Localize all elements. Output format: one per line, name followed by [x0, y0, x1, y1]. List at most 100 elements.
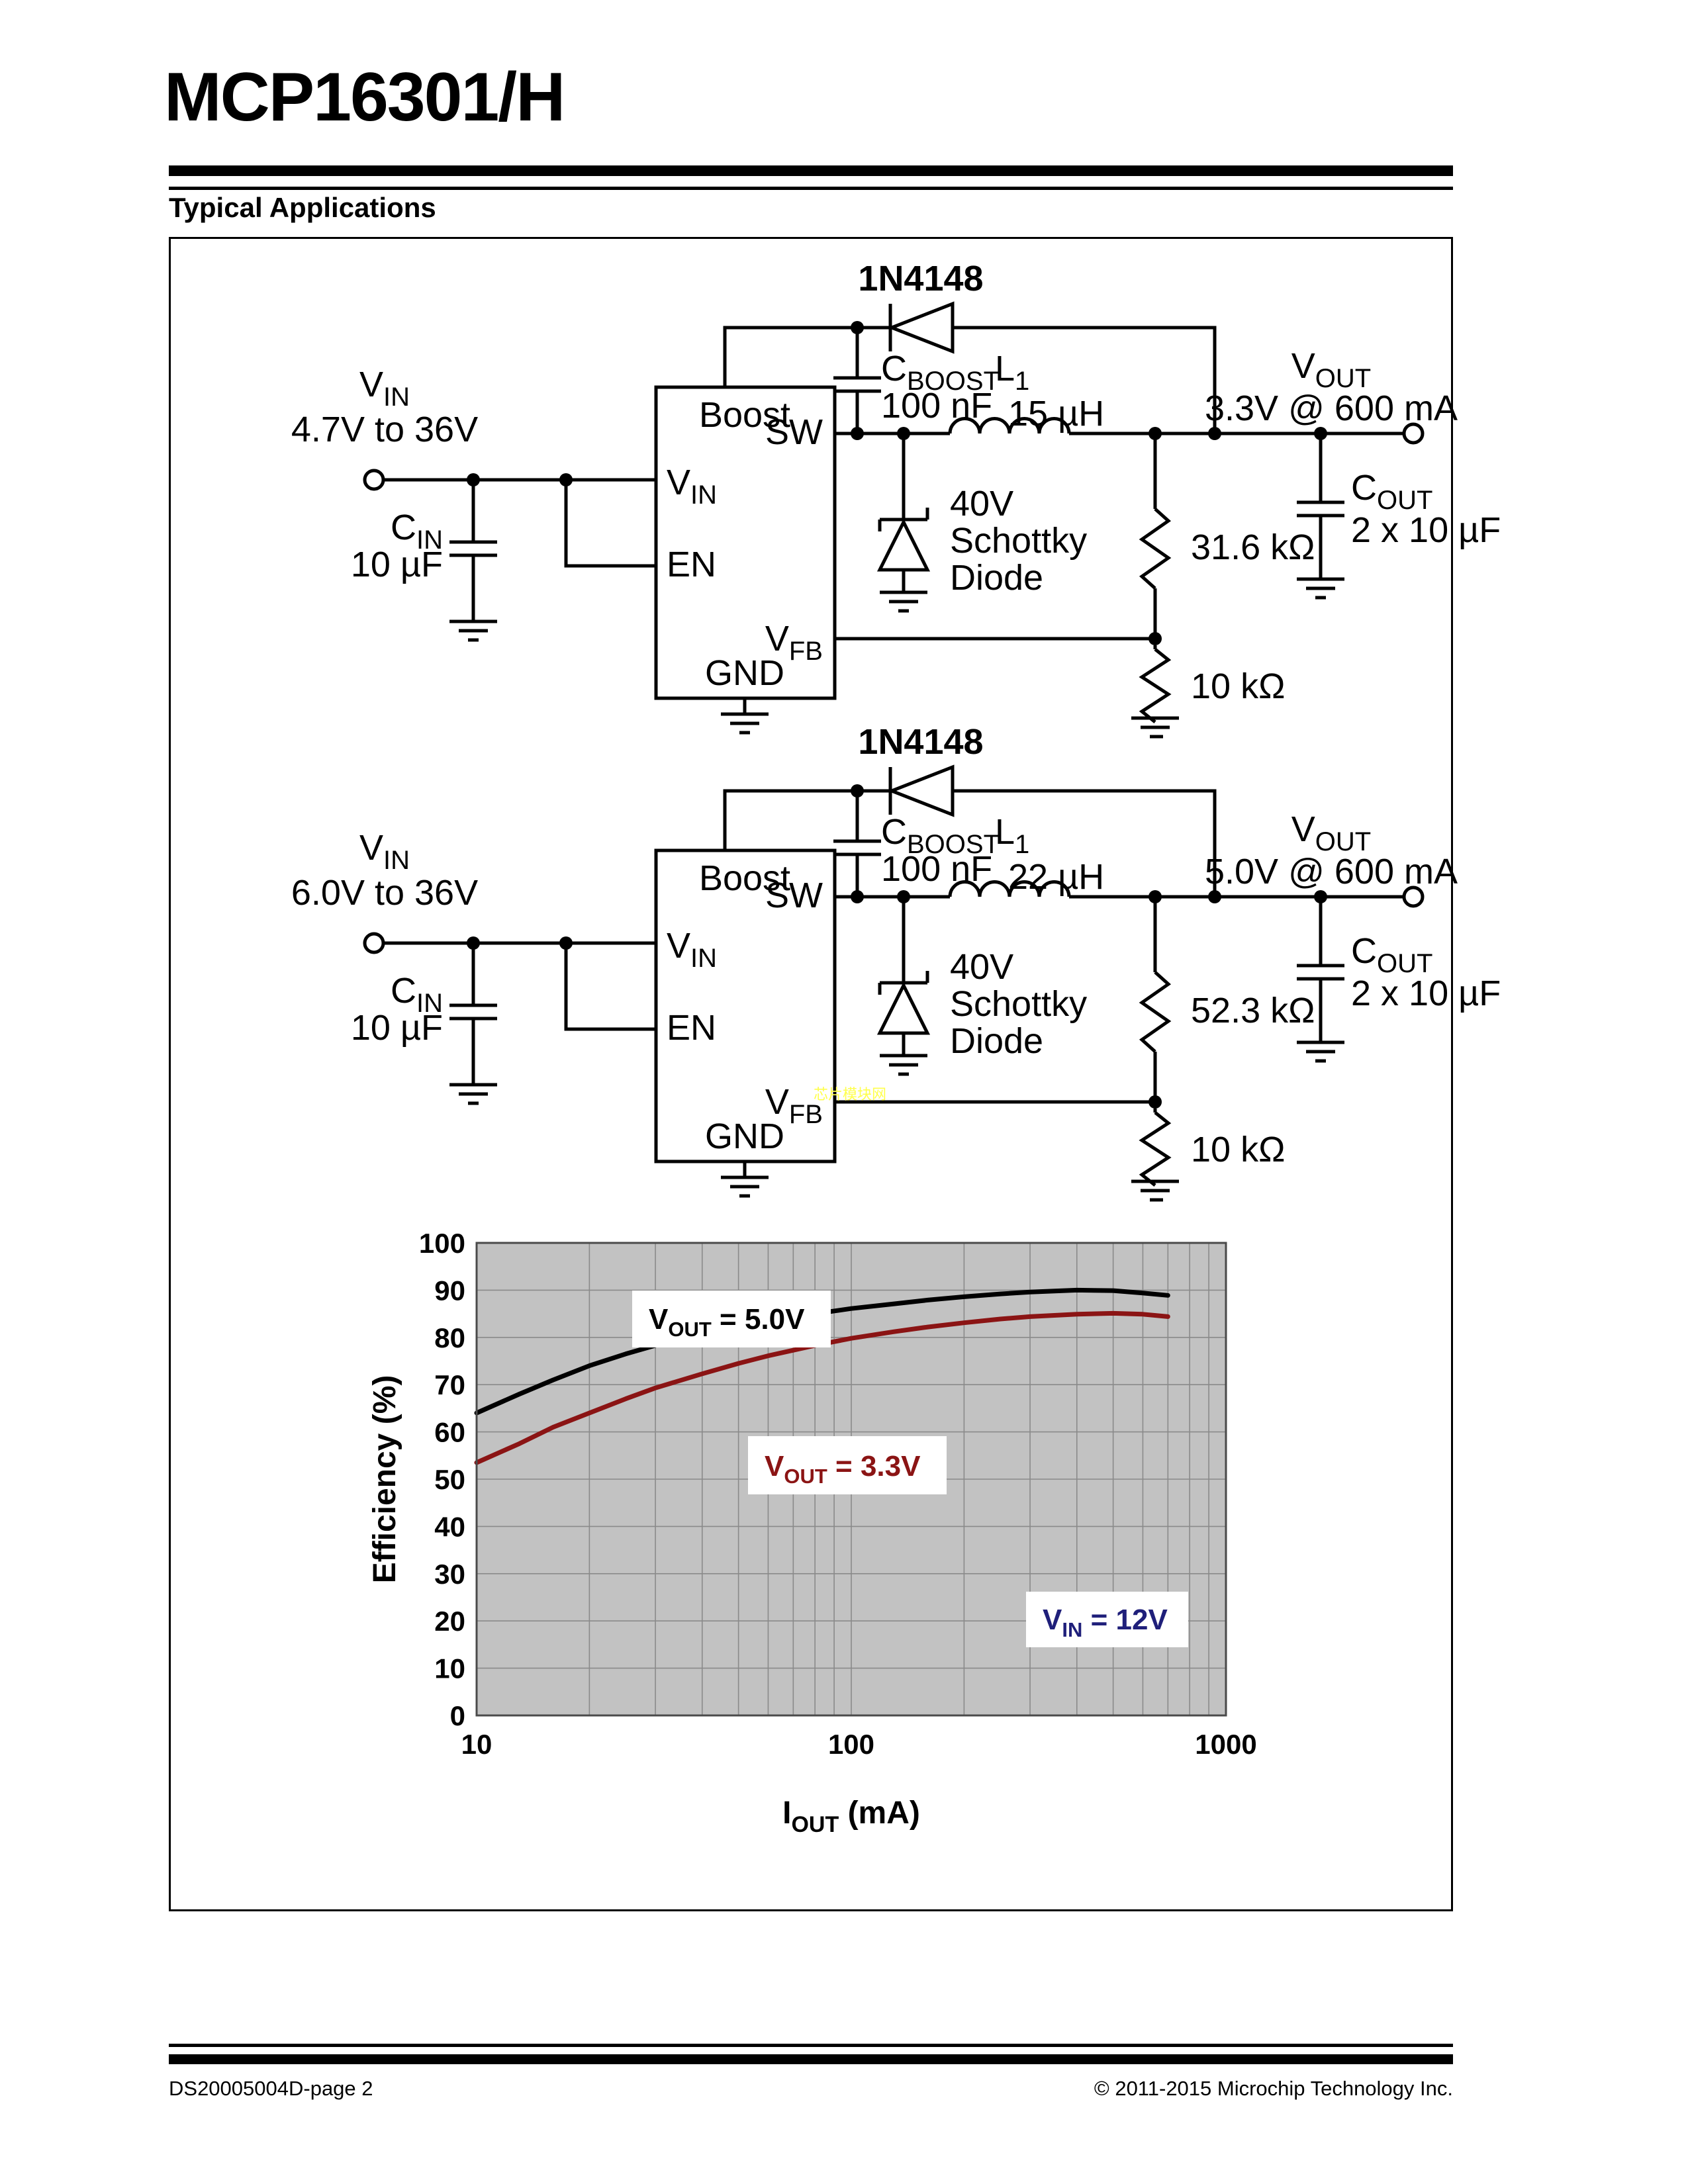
cboost-value: 100 nF [881, 849, 992, 889]
x-axis-tick-labels: 10 100 1000 [461, 1729, 1257, 1760]
schottky-line-3: Diode [950, 558, 1043, 598]
feedback-resistor-bottom [1139, 1111, 1172, 1187]
page-title: MCP16301/H [164, 59, 565, 136]
x-axis-title: IOUT (mA) [782, 1796, 920, 1837]
schottky-diode [876, 508, 931, 572]
schottky-diode [876, 971, 931, 1035]
pin-sw: SW [765, 412, 823, 452]
input-terminal [363, 469, 385, 491]
svg-text:VIN = 12V: VIN = 12V [1043, 1604, 1168, 1641]
cboost-capacitor [833, 376, 881, 393]
vout-label: VOUT [1291, 346, 1371, 393]
pin-gnd: GND [705, 653, 784, 693]
annotation-vout-3v3: VOUT = 3.3V [748, 1436, 947, 1494]
vout-value: 3.3V @ 600 mA [1205, 388, 1458, 428]
cin-capacitor [449, 540, 497, 557]
ground-symbols [449, 577, 1344, 739]
output-terminal [1402, 886, 1425, 908]
x-tick-label: 1000 [1195, 1729, 1256, 1760]
schottky-line-1: 40V [950, 947, 1013, 987]
vout-label: VOUT [1291, 809, 1371, 856]
part-number-1n4148: 1N4148 [858, 722, 983, 762]
regulator-ic-body [654, 848, 837, 1163]
curve-series-0 [474, 1287, 1170, 1416]
cboost-label: CBOOST [881, 349, 1000, 396]
output-terminal [1402, 422, 1425, 445]
x-tick-label: 10 [461, 1729, 492, 1760]
cin-value: 10 µF [351, 1008, 443, 1048]
vin-range: 4.7V to 36V [291, 410, 478, 449]
cin-value: 10 µF [351, 545, 443, 584]
feedback-resistor-top [1139, 971, 1172, 1053]
pin-vfb: VFB [765, 619, 823, 666]
boost-diode-1n4148 [887, 764, 955, 817]
cin-capacitor [449, 1003, 497, 1021]
y-axis-title: Efficiency (%) [367, 1375, 402, 1584]
x-tick-label: 100 [828, 1729, 874, 1760]
resistor-top-value: 52.3 kΩ [1191, 991, 1315, 1030]
y-tick-label: 70 [434, 1369, 465, 1400]
cboost-label: CBOOST [881, 812, 1000, 859]
y-tick-label: 90 [434, 1275, 465, 1306]
header-rule-thin [169, 187, 1453, 190]
cout-capacitor [1297, 964, 1344, 981]
y-tick-label: 60 [434, 1417, 465, 1448]
svg-text:VOUT = 5.0V: VOUT = 5.0V [649, 1303, 805, 1341]
curve-series-1 [474, 1310, 1170, 1465]
cout-value: 2 x 10 µF [1351, 510, 1501, 550]
circuit-2-labels: 1N4148 VIN 6.0V to 36V CIN 10 µF Boost S… [291, 722, 1501, 1169]
vin-range: 6.0V to 36V [291, 873, 478, 913]
input-terminal [363, 932, 385, 954]
pin-sw: SW [765, 876, 823, 915]
cboost-capacitor [833, 839, 881, 856]
boost-diode-1n4148 [887, 301, 955, 354]
svg-text:VOUT = 3.3V: VOUT = 3.3V [765, 1450, 921, 1488]
cin-label: CIN [391, 508, 443, 555]
inductor-label: L1 [995, 812, 1029, 859]
y-tick-label: 10 [434, 1653, 465, 1684]
pin-vin: VIN [667, 463, 717, 510]
pin-vin: VIN [667, 926, 717, 973]
pin-boost: Boost [699, 395, 790, 435]
footer-rule-thick [169, 2054, 1453, 2064]
inductor-value: 15 µH [1008, 394, 1104, 433]
y-axis-tick-labels: 0 10 20 30 40 50 60 70 80 90 100 [419, 1228, 465, 1731]
feedback-resistor-bottom [1139, 648, 1172, 723]
cout-value: 2 x 10 µF [1351, 974, 1501, 1013]
annotation-vin-12v: VIN = 12V [1026, 1592, 1188, 1647]
schottky-line-3: Diode [950, 1021, 1043, 1061]
cout-capacitor [1297, 500, 1344, 518]
schottky-line-2: Schottky [950, 521, 1087, 561]
circuit-1-junction-dots [467, 321, 1327, 645]
y-tick-label: 100 [419, 1228, 465, 1259]
pin-gnd: GND [705, 1116, 784, 1156]
circuit-1-labels: 1N4148 VIN 4.7V to 36V CIN 10 µF Boost S… [291, 259, 1501, 706]
resistor-bottom-value: 10 kΩ [1191, 666, 1285, 706]
footer-rule-thin [169, 2044, 1453, 2047]
y-tick-label: 40 [434, 1511, 465, 1542]
circuit-2-wires [383, 789, 1404, 1177]
cin-label: CIN [391, 971, 443, 1018]
part-number-1n4148: 1N4148 [858, 259, 983, 298]
resistor-top-value: 31.6 kΩ [1191, 527, 1315, 567]
vin-label: VIN [359, 365, 410, 412]
pin-vfb: VFB [765, 1082, 823, 1129]
pin-en: EN [667, 545, 716, 584]
resistor-bottom-value: 10 kΩ [1191, 1130, 1285, 1169]
y-tick-label: 50 [434, 1464, 465, 1495]
cout-label: COUT [1351, 931, 1432, 978]
header-rule-thick [169, 165, 1453, 176]
section-heading: Typical Applications [169, 192, 436, 223]
y-tick-label: 30 [434, 1559, 465, 1590]
data-curves [474, 1287, 1170, 1465]
circuit-1-schematic: 1N4148 VIN 4.7V to 36V CIN 10 µF Boost S… [291, 259, 1501, 739]
pin-boost: Boost [699, 858, 790, 898]
annotation-vout-5v: VOUT = 5.0V [632, 1291, 831, 1347]
inductor-value: 22 µH [1008, 857, 1104, 897]
footer-copyright: © 2011-2015 Microchip Technology Inc. [1094, 2077, 1453, 2100]
watermark-text: 芯片模块网 [814, 1086, 886, 1103]
pin-en: EN [667, 1008, 716, 1048]
inductor-coil [948, 880, 1071, 897]
regulator-ic-body [654, 385, 837, 700]
